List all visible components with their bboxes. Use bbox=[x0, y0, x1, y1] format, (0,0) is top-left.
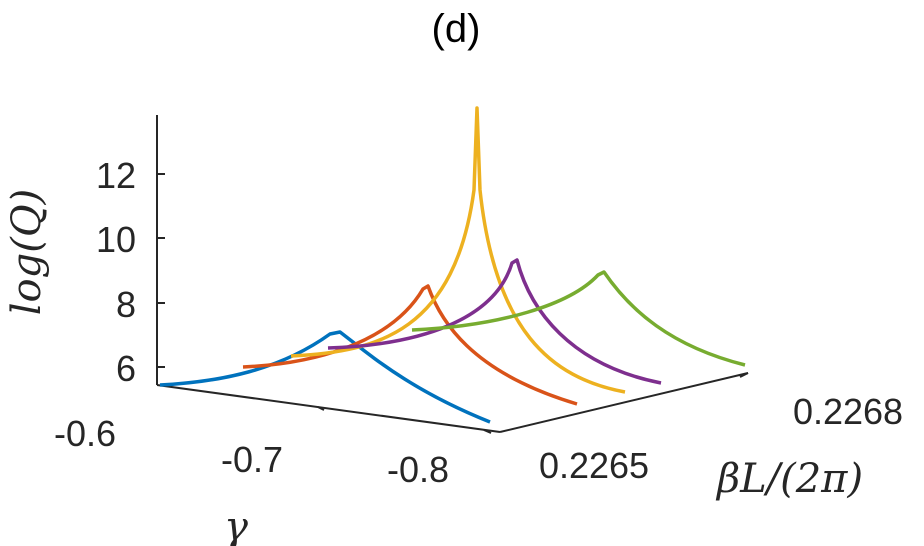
series-line-4 bbox=[327, 258, 662, 385]
z-axis-line bbox=[499, 372, 749, 433]
chart-title: (d) bbox=[432, 7, 481, 51]
x-tick-label-0.8: -0.8 bbox=[387, 449, 449, 490]
x-axis-label: γ bbox=[224, 504, 248, 546]
x-tick-label-0.6: -0.6 bbox=[54, 413, 116, 454]
series-line-5 bbox=[411, 270, 746, 367]
x-tick-mark-0.8 bbox=[483, 429, 492, 434]
series-line-3 bbox=[290, 106, 626, 394]
y-tick-label-12: 12 bbox=[96, 155, 136, 196]
x-tick-label-0.7: -0.7 bbox=[221, 439, 283, 480]
z-tick-mark-0.2268 bbox=[739, 372, 749, 378]
axes bbox=[156, 115, 749, 433]
series-line-1 bbox=[159, 330, 491, 424]
y-tick-label-8: 8 bbox=[116, 284, 136, 325]
y-axis-label: log(Q) bbox=[4, 189, 50, 315]
y-tick-label-6: 6 bbox=[116, 348, 136, 389]
y-tick-label-10: 10 bbox=[96, 219, 136, 260]
series-group bbox=[159, 106, 746, 424]
x-tick-mark-0.7 bbox=[317, 406, 325, 411]
tick-marks bbox=[157, 173, 749, 434]
x-axis-line bbox=[156, 384, 501, 433]
series-line-2 bbox=[242, 284, 578, 406]
z-axis-label: βL/(2π) bbox=[715, 456, 863, 502]
z-tick-label-0.2265: 0.2265 bbox=[539, 445, 649, 486]
z-tick-label-0.2268: 0.2268 bbox=[793, 391, 903, 432]
